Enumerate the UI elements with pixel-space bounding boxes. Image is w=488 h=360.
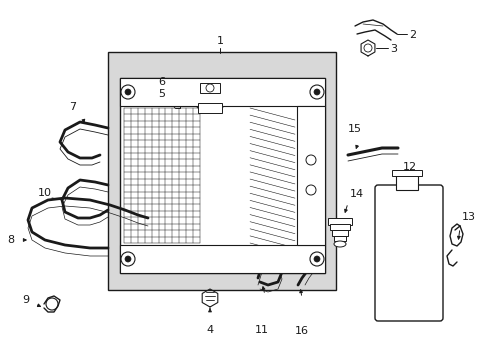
Bar — [329, 224, 349, 230]
Circle shape — [313, 256, 319, 262]
Bar — [120, 78, 325, 106]
Circle shape — [305, 155, 315, 165]
Text: 1: 1 — [216, 36, 223, 46]
Text: 10: 10 — [38, 188, 52, 198]
Text: 6: 6 — [158, 77, 164, 87]
Text: 15: 15 — [347, 124, 361, 134]
Bar — [108, 52, 335, 290]
Bar — [120, 245, 325, 273]
Bar — [333, 236, 346, 241]
Circle shape — [125, 89, 131, 95]
Bar — [296, 106, 325, 245]
Circle shape — [121, 85, 135, 99]
Text: 9: 9 — [22, 295, 29, 305]
Bar — [198, 103, 222, 113]
Bar — [391, 170, 421, 176]
Text: 3: 3 — [389, 44, 396, 54]
Bar — [395, 174, 417, 190]
Bar — [200, 83, 220, 93]
Circle shape — [125, 256, 131, 262]
Text: 4: 4 — [206, 325, 213, 335]
Circle shape — [363, 44, 371, 52]
Bar — [120, 78, 325, 273]
FancyBboxPatch shape — [374, 185, 442, 321]
Text: 11: 11 — [254, 325, 268, 335]
Text: 16: 16 — [294, 326, 308, 336]
Text: 12: 12 — [402, 162, 416, 172]
Bar — [327, 218, 351, 225]
Circle shape — [313, 89, 319, 95]
Text: 5: 5 — [158, 89, 164, 99]
Text: 8: 8 — [7, 235, 14, 245]
Circle shape — [305, 185, 315, 195]
Bar — [331, 230, 347, 236]
Text: 14: 14 — [349, 189, 364, 199]
Circle shape — [121, 252, 135, 266]
Ellipse shape — [333, 241, 346, 247]
Text: 13: 13 — [461, 212, 475, 222]
Circle shape — [309, 85, 324, 99]
Text: 2: 2 — [408, 30, 415, 40]
Text: 7: 7 — [69, 102, 77, 112]
Circle shape — [309, 252, 324, 266]
Circle shape — [205, 84, 214, 92]
